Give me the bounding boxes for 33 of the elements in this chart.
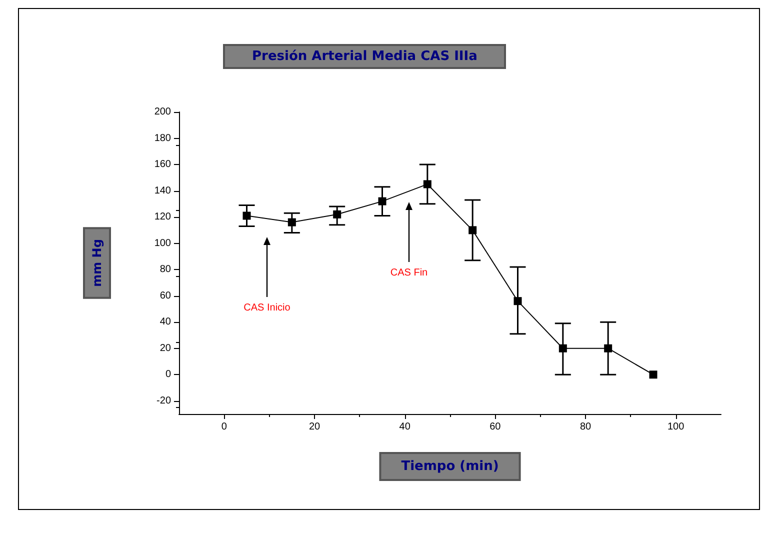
y-tick-label: 0 [165, 369, 172, 380]
y-tick-label: 140 [154, 185, 172, 196]
point [333, 210, 342, 218]
annotation: CAS Inicio [244, 302, 291, 314]
point [558, 344, 567, 352]
y-tick-label: 200 [154, 106, 172, 118]
x-tick-label: 100 [667, 422, 685, 432]
point [423, 180, 432, 188]
point [514, 297, 522, 306]
y-tick-label: 20 [160, 342, 172, 354]
x-tick-label: 60 [490, 422, 502, 432]
y-axis-title: mm Hg [90, 239, 104, 287]
y-tick-label: 100 [154, 238, 172, 249]
point [242, 212, 251, 220]
y-tick-label: 80 [160, 264, 172, 276]
annotation: CAS Fin [390, 268, 428, 278]
x-axis-title: Tiempo (min) [401, 459, 499, 474]
y-tick-label: -20 [156, 395, 172, 406]
x-tick-label: 20 [308, 422, 320, 432]
x-tick-label: 40 [399, 422, 411, 432]
x-tick-label: 80 [580, 422, 592, 432]
chart-title: Presión Arterial Media CAS IIIa [252, 49, 478, 64]
y-tick-label: 60 [160, 290, 172, 302]
x-tick-label: 0 [221, 422, 228, 432]
y-tick-label: 160 [154, 159, 172, 170]
point [649, 370, 658, 379]
y-tick-label: 120 [154, 212, 172, 223]
y-tick-label: 40 [160, 316, 172, 328]
point [604, 344, 612, 352]
point [378, 197, 386, 206]
point [288, 218, 296, 226]
y-tick-label: 180 [154, 132, 172, 144]
point [468, 226, 477, 234]
